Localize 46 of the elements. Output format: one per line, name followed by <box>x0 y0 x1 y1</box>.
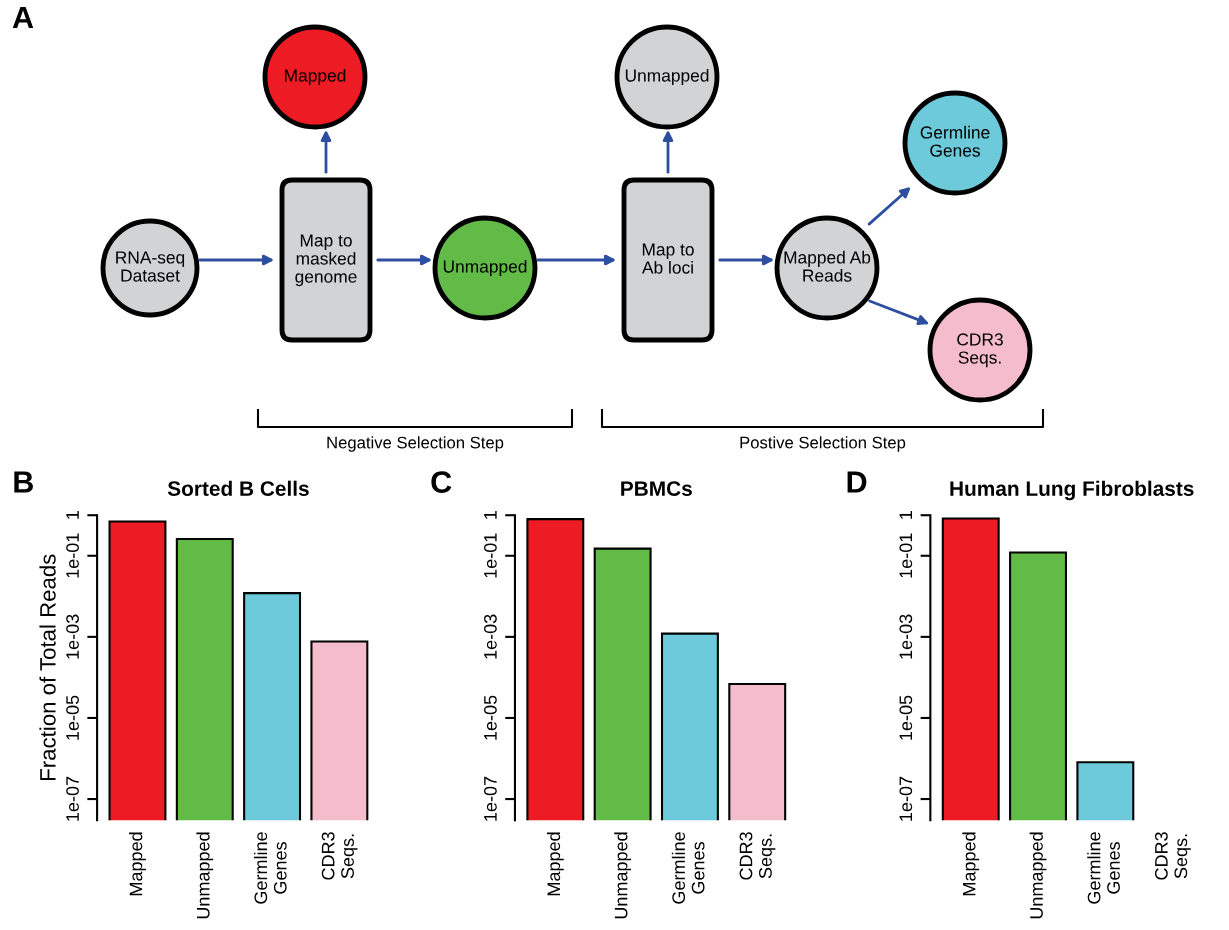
text: C <box>431 471 452 493</box>
chart-title: Human Lung Fibroblasts <box>950 480 1194 501</box>
chart-title: PBMCs <box>621 481 692 496</box>
x-tick-label: Mapped <box>962 832 980 896</box>
y-tick-label: 1e-07 <box>484 776 497 821</box>
y-tick-label: 1e-01 <box>899 533 913 578</box>
y-tick-label: 1 <box>66 511 79 519</box>
x-tick-label: Unmapped <box>196 832 214 919</box>
text: Negative Selection Step <box>327 436 504 452</box>
y-axis-title: Fraction of Total Reads <box>39 554 56 780</box>
text: Map to Ab loci <box>641 243 694 274</box>
y-tick-label: 1e-05 <box>66 695 79 740</box>
x-tick-label: Germline Genes <box>253 832 287 904</box>
y-tick-label: 1e-05 <box>899 695 913 740</box>
y-tick-label: 1e-05 <box>484 695 497 740</box>
x-tick-label: CDR3 Seqs. <box>1154 832 1191 880</box>
text: Germline Genes <box>920 125 990 157</box>
x-tick-label: Mapped <box>546 832 564 896</box>
y-tick-label: 1e-07 <box>66 776 79 821</box>
x-tick-label: Germline Genes <box>671 832 705 904</box>
x-tick-label: Unmapped <box>1029 832 1047 919</box>
text: A <box>12 6 34 28</box>
y-tick-label: 1e-03 <box>484 614 497 659</box>
text: Map to masked genome <box>295 234 357 287</box>
y-tick-label: 1e-07 <box>899 776 913 821</box>
x-tick-label: Mapped <box>129 832 146 896</box>
chart-title: Sorted B Cells <box>167 480 309 496</box>
x-tick-label: Unmapped <box>614 832 632 919</box>
x-tick-label: CDR3 Seqs. <box>739 832 776 880</box>
y-tick-label: 1e-01 <box>66 533 79 578</box>
y-tick-label: 1e-03 <box>66 614 79 659</box>
text: Unmapped <box>443 259 527 277</box>
y-tick-label: 1e-01 <box>484 533 497 578</box>
text: RNA-seq Dataset <box>116 251 185 282</box>
x-tick-label: Germline Genes <box>1087 832 1120 904</box>
text: B <box>14 471 33 493</box>
text: Mapped Ab Reads <box>784 250 871 282</box>
x-tick-label: CDR3 Seqs. <box>321 832 358 880</box>
text: Unmapped <box>625 68 709 86</box>
text: CDR3 Seqs. <box>957 333 1003 368</box>
y-tick-label: 1 <box>484 511 497 519</box>
y-tick-label: 1e-03 <box>899 614 913 659</box>
text: Mapped <box>285 68 346 86</box>
text: Postive Selection Step <box>740 436 906 452</box>
y-tick-label: 1 <box>899 511 913 519</box>
text: D <box>847 471 867 493</box>
